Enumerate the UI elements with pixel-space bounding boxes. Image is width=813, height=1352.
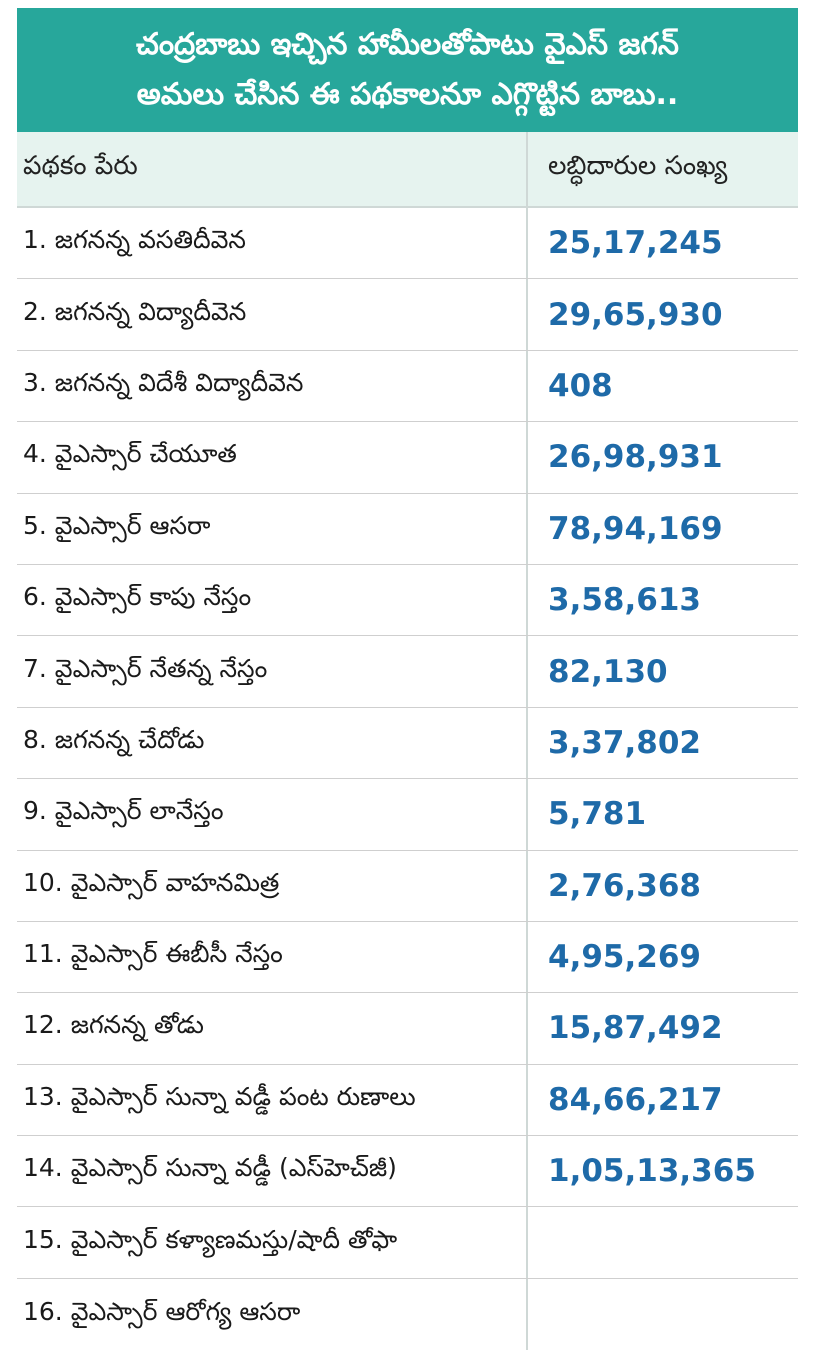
table-header-row: పథకం పేరు లబ్ధిదారుల సంఖ్య xyxy=(17,132,798,208)
table-row: 1. జగనన్న వసతిదీవెన 25,17,245 xyxy=(17,208,798,280)
beneficiary-count-cell: 2,76,368 xyxy=(526,850,798,921)
beneficiary-count-cell: 26,98,931 xyxy=(526,422,798,493)
beneficiary-count-cell: 29,65,930 xyxy=(526,279,798,350)
scheme-name-cell: 3. జగనన్న విదేశీ విద్యాదీవెన xyxy=(23,367,304,397)
scheme-name-cell: 8. జగనన్న చేదోడు xyxy=(23,724,205,754)
scheme-name-cell: 14. వైఎస్సార్ సున్నా వడ్డీ (ఎస్‌హెచ్‌జీ) xyxy=(23,1153,397,1183)
schemes-table: పథకం పేరు లబ్ధిదారుల సంఖ్య 1. జగనన్న వసత… xyxy=(17,132,798,1351)
beneficiary-count-cell: 1,05,13,365 xyxy=(526,1136,798,1207)
scheme-name-cell: 5. వైఎస్సార్ ఆసరా xyxy=(23,510,211,540)
scheme-name-cell: 4. వైఎస్సార్ చేయూత xyxy=(23,439,237,469)
headline-line-1: చంద్రబాబు ఇచ్చిన హామీలతోపాటు వైఎస్ జగన్ xyxy=(136,27,679,62)
table-row: 12. జగనన్న తోడు 15,87,492 xyxy=(17,993,798,1065)
beneficiary-count-cell xyxy=(526,1278,798,1351)
table-row: 3. జగనన్న విదేశీ విద్యాదీవెన 408 xyxy=(17,350,798,423)
scheme-name-cell: 15. వైఎస్సార్ కళ్యాణమస్తు/షాదీ తోఫా xyxy=(23,1224,398,1254)
scheme-name-cell: 12. జగనన్న తోడు xyxy=(23,1010,204,1040)
beneficiary-count-cell: 84,66,217 xyxy=(526,1064,798,1136)
scheme-name-cell: 6. వైఎస్సార్ కాపు నేస్తం xyxy=(23,582,252,612)
beneficiary-count-cell: 3,58,613 xyxy=(526,564,798,636)
beneficiary-count-cell: 4,95,269 xyxy=(526,921,798,993)
header-scheme-name: పథకం పేరు xyxy=(23,151,138,181)
table-row: 14. వైఎస్సార్ సున్నా వడ్డీ (ఎస్‌హెచ్‌జీ)… xyxy=(17,1136,798,1208)
headline-banner: చంద్రబాబు ఇచ్చిన హామీలతోపాటు వైఎస్ జగన్ … xyxy=(17,8,798,132)
table-row: 8. జగనన్న చేదోడు 3,37,802 xyxy=(17,707,798,780)
beneficiary-count-cell: 25,17,245 xyxy=(526,208,798,279)
beneficiary-count-cell: 15,87,492 xyxy=(526,993,798,1064)
beneficiary-count-cell: 5,781 xyxy=(526,779,798,850)
table-row: 10. వైఎస్సార్ వాహనమిత్ర 2,76,368 xyxy=(17,850,798,922)
table-row: 5. వైఎస్సార్ ఆసరా 78,94,169 xyxy=(17,493,798,565)
table-row: 9. వైఎస్సార్ లానేస్తం 5,781 xyxy=(17,779,798,851)
scheme-name-cell: 11. వైఎస్సార్ ఈబీసీ నేస్తం xyxy=(23,939,283,969)
table-row: 11. వైఎస్సార్ ఈబీసీ నేస్తం 4,95,269 xyxy=(17,921,798,994)
scheme-name-cell: 2. జగనన్న విద్యాదీవెన xyxy=(23,296,247,326)
header-beneficiary-count: లబ్ధిదారుల సంఖ్య xyxy=(526,132,798,206)
table-row: 16. వైఎస్సార్ ఆరోగ్య ఆసరా xyxy=(17,1278,798,1351)
headline-line-2: అమలు చేసిన ఈ పథకాలనూ ఎగ్గొట్టిన బాబు.. xyxy=(136,77,679,112)
beneficiary-count-cell: 82,130 xyxy=(526,636,798,707)
scheme-name-cell: 7. వైఎస్సార్ నేతన్న నేస్తం xyxy=(23,653,268,683)
scheme-name-cell: 9. వైఎస్సార్ లానేస్తం xyxy=(23,796,224,826)
table-row: 15. వైఎస్సార్ కళ్యాణమస్తు/షాదీ తోఫా xyxy=(17,1207,798,1279)
table-row: 6. వైఎస్సార్ కాపు నేస్తం 3,58,613 xyxy=(17,564,798,637)
scheme-name-cell: 13. వైఎస్సార్ సున్నా వడ్డీ పంట రుణాలు xyxy=(23,1081,416,1111)
scheme-name-cell: 1. జగనన్న వసతిదీవెన xyxy=(23,225,246,255)
table-row: 2. జగనన్న విద్యాదీవెన 29,65,930 xyxy=(17,279,798,351)
table-row: 7. వైఎస్సార్ నేతన్న నేస్తం 82,130 xyxy=(17,636,798,708)
beneficiary-count-cell: 408 xyxy=(526,350,798,422)
beneficiary-count-cell: 3,37,802 xyxy=(526,707,798,779)
beneficiary-count-cell: 78,94,169 xyxy=(526,493,798,564)
table-row: 13. వైఎస్సార్ సున్నా వడ్డీ పంట రుణాలు 84,… xyxy=(17,1064,798,1137)
scheme-name-cell: 10. వైఎస్సార్ వాహనమిత్ర xyxy=(23,867,280,897)
scheme-name-cell: 16. వైఎస్సార్ ఆరోగ్య ఆసరా xyxy=(23,1296,301,1326)
table-row: 4. వైఎస్సార్ చేయూత 26,98,931 xyxy=(17,422,798,494)
beneficiary-count-cell xyxy=(526,1207,798,1278)
table-body: 1. జగనన్న వసతిదీవెన 25,17,245 2. జగనన్న వి… xyxy=(17,208,798,1351)
